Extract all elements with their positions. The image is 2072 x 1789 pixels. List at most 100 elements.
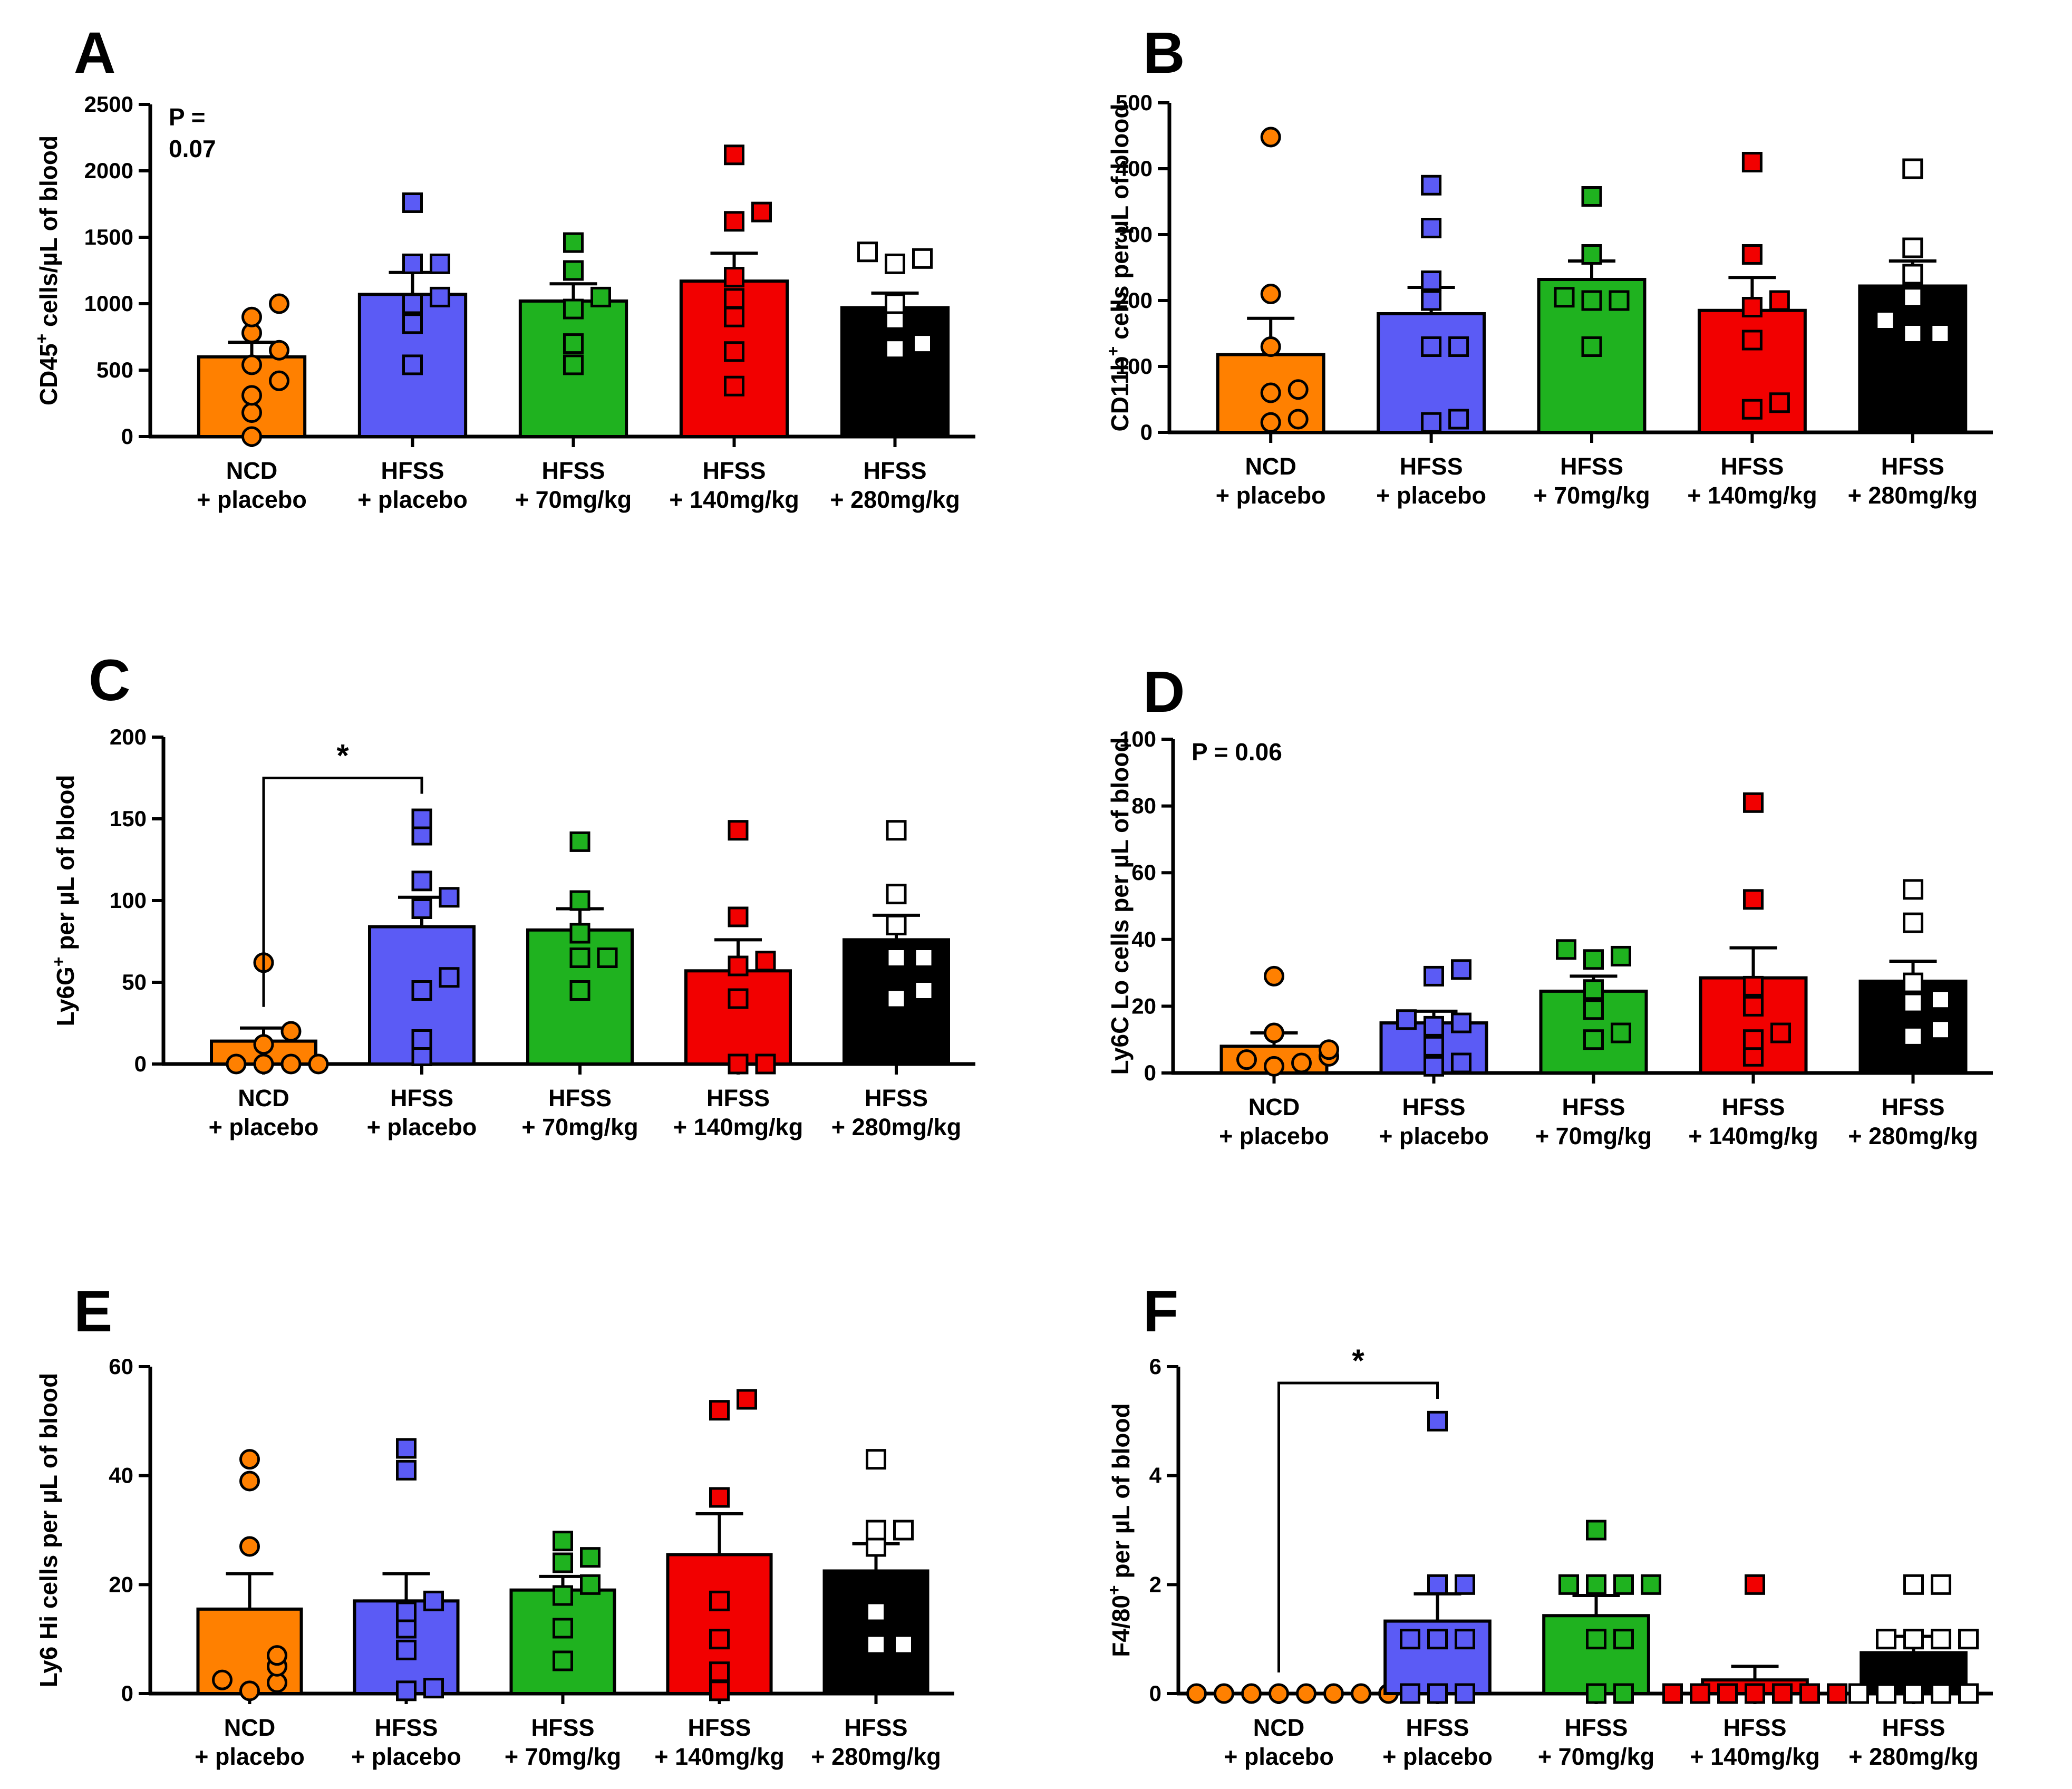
data-point [411,898,432,919]
y-tick-label: 100 [110,888,147,913]
data-point [402,293,423,314]
data-point [1827,1683,1847,1704]
data-point [239,1471,260,1492]
data-point [1745,1574,1765,1595]
y-axis-label-rest: per µL of blood [52,775,79,956]
data-point [1260,412,1281,433]
data-point [1400,1683,1420,1704]
data-point [1958,1683,1979,1704]
data-point [1260,336,1281,357]
panel-label: E [74,1279,112,1344]
data-point [396,1601,417,1622]
y-axis-label-main: CD11b [1106,356,1134,431]
x-category-label-line1: HFSS [865,1085,928,1111]
panel-c: C Ly6G+ per µL of blood 0 50 100 150 200 NCD + p… [49,648,975,1140]
data-point [1296,1683,1316,1704]
y-tick-label: 100 [1119,727,1156,751]
data-point [580,1574,601,1595]
x-category-label-line2: + 280mg/kg [1848,1123,1978,1149]
data-point [1236,1049,1257,1070]
y-tick-label: 300 [1116,222,1153,247]
data-point [239,1536,260,1557]
data-point [1743,1046,1764,1067]
data-point [709,1629,730,1650]
x-category-label-line2: + placebo [1216,482,1326,509]
data-point [1427,1410,1448,1432]
data-point [728,1053,749,1075]
y-tick-label: 20 [109,1572,133,1597]
data-point [1556,939,1576,960]
y-tick-label: 0 [134,1051,147,1076]
data-point [1769,392,1790,413]
data-point [253,1053,274,1075]
data-point [1903,912,1923,933]
data-point [1741,399,1763,420]
y-tick-label: 0 [1144,1060,1156,1085]
x-category-label-line2: + placebo [1376,482,1486,509]
data-point [563,298,584,320]
data-point [1583,1029,1604,1050]
data-point [553,1552,573,1573]
data-point [886,820,907,841]
data-point [728,906,749,927]
bar [822,1569,930,1695]
data-point [886,947,907,968]
data-point [728,820,749,841]
data-point [411,871,432,892]
y-axis-label: Ly6G+ per µL of blood [49,775,79,1026]
data-point [1323,1683,1344,1704]
data-point [1396,1009,1417,1030]
panel-label: F [1143,1279,1178,1344]
y-axis-label: Ly6C Lo cells per µL of blood [1106,738,1134,1075]
data-point [755,1053,776,1075]
data-point [430,253,450,274]
data-point [1903,1026,1923,1047]
data-point [1424,1056,1444,1077]
y-axis-label-rest: per µL of blood [1107,1403,1135,1585]
data-point [563,333,584,354]
data-point [709,1487,730,1508]
data-point [597,947,618,968]
data-point [1902,264,1923,285]
data-point [724,341,744,362]
data-point [886,988,907,1009]
data-point [396,1639,417,1660]
x-category-label-line2: + 70mg/kg [1538,1743,1654,1770]
data-point [1903,992,1923,1013]
data-point [751,201,772,223]
data-point [1421,175,1442,196]
data-point [269,293,289,314]
x-category-label-line2: + placebo [1382,1743,1493,1770]
data-point [1770,1022,1791,1043]
data-point [280,1021,302,1042]
data-point [1421,270,1442,291]
y-axis-label-main: Ly6G [52,966,79,1026]
data-point [728,955,749,976]
y-axis-label-superscript: + [49,957,68,967]
data-point [439,967,460,988]
p-value-annotation: P = 0.06 [1192,738,1282,766]
data-point [1641,1574,1661,1595]
data-point [226,1053,247,1075]
y-axis-label: CD45+ cells/µL of blood [32,136,62,405]
data-point [1260,127,1281,148]
data-point [755,951,776,972]
data-point [1581,290,1602,311]
data-point [212,1669,233,1690]
x-category-label-line1: NCD [238,1085,289,1111]
significance-bracket [262,777,423,1007]
data-point [913,947,934,968]
data-point [411,1029,432,1050]
data-point [1611,945,1631,966]
data-point [1586,1629,1606,1650]
data-point [709,1680,730,1701]
data-point [241,306,262,327]
significance-star: * [336,738,349,773]
y-axis-label-main: F4/80 [1107,1595,1135,1657]
data-point [1558,1574,1579,1595]
bar [509,1588,616,1696]
data-point [1427,1574,1448,1595]
